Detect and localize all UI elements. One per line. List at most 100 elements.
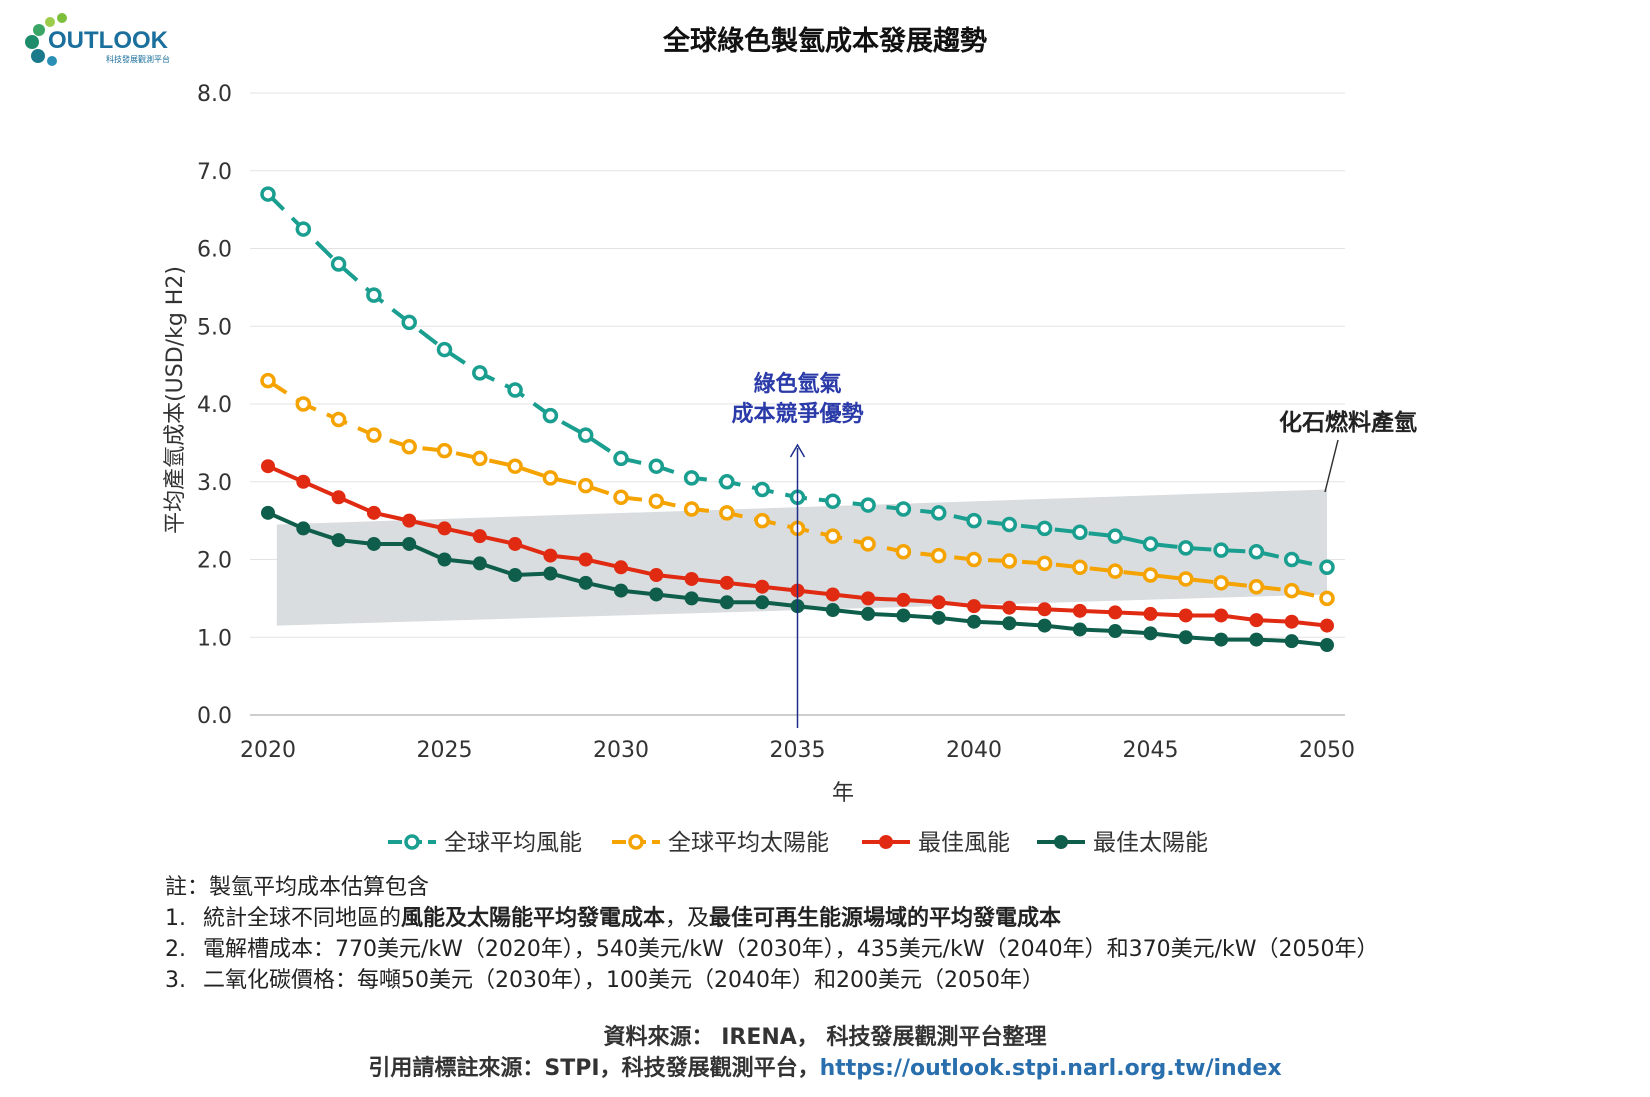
legend-label: 最佳太陽能 bbox=[1093, 830, 1208, 856]
data-point bbox=[1072, 622, 1087, 637]
data-point bbox=[719, 595, 734, 610]
logo-subtext: 科技發展觀測平台 bbox=[106, 54, 170, 64]
data-point bbox=[930, 505, 947, 521]
x-tick-label: 2030 bbox=[593, 738, 649, 763]
data-point bbox=[1108, 605, 1123, 620]
note-bold: 風能及太陽能平均發電成本 bbox=[401, 906, 666, 931]
data-point bbox=[1249, 632, 1264, 647]
notes: 註：製氫平均成本估算包含 1. 統計全球不同地區的風能及太陽能平均發電成本，及最佳… bbox=[165, 872, 1379, 996]
fossil-band-label: 化石燃料產氫 bbox=[1279, 409, 1417, 436]
note-bold: 最佳可再生能源場域的平均發電成本 bbox=[709, 906, 1062, 931]
data-point bbox=[1283, 551, 1300, 568]
data-point bbox=[1284, 634, 1299, 649]
data-point bbox=[613, 489, 629, 506]
fossil-band-pointer bbox=[1324, 439, 1339, 493]
data-point bbox=[1213, 575, 1229, 591]
note-number: 3. bbox=[165, 968, 186, 993]
note-item-2: 2. 電解槽成本：770美元/kW（2020年），540美元/kW（2030年），… bbox=[165, 934, 1379, 965]
data-point bbox=[296, 474, 311, 489]
data-point bbox=[260, 186, 276, 202]
note-text: 電解槽成本：770美元/kW（2020年），540美元/kW（2030年），43… bbox=[203, 937, 1379, 962]
source-link[interactable]: https://outlook.stpi.narl.org.tw/index bbox=[819, 1056, 1282, 1081]
data-point bbox=[1178, 630, 1193, 645]
data-point bbox=[508, 568, 523, 583]
data-point bbox=[437, 552, 452, 567]
data-point bbox=[719, 505, 735, 521]
data-point bbox=[542, 470, 559, 486]
y-tick-label: 2.0 bbox=[197, 549, 232, 574]
legend-label: 最佳風能 bbox=[918, 830, 1010, 856]
y-tick-label: 1.0 bbox=[197, 626, 232, 651]
legend-item: 全球平均太陽能 bbox=[612, 830, 829, 856]
data-point bbox=[330, 256, 347, 272]
data-point bbox=[895, 501, 912, 517]
data-point bbox=[1214, 608, 1229, 623]
y-tick-label: 0.0 bbox=[197, 704, 232, 729]
data-point bbox=[649, 587, 664, 602]
data-point bbox=[966, 551, 982, 568]
legend: 全球平均風能 全球平均太陽能 最佳風能 最佳太陽能 bbox=[388, 830, 1208, 856]
data-point bbox=[295, 221, 312, 237]
y-tick-label: 6.0 bbox=[197, 238, 232, 263]
data-point bbox=[295, 396, 312, 412]
data-point bbox=[1319, 590, 1335, 607]
marker-label: 成本競爭優勢 bbox=[731, 401, 863, 427]
data-point bbox=[1143, 626, 1158, 641]
data-point bbox=[861, 591, 876, 606]
data-point bbox=[1178, 571, 1194, 587]
data-point bbox=[1178, 608, 1193, 623]
legend-swatch-marker bbox=[628, 834, 644, 850]
data-point bbox=[331, 533, 346, 548]
data-point bbox=[684, 591, 699, 606]
y-tick-label: 5.0 bbox=[197, 315, 232, 340]
data-point bbox=[1283, 582, 1300, 599]
legend-item: 全球平均風能 bbox=[388, 830, 582, 856]
note-number: 1. bbox=[165, 906, 186, 931]
data-point bbox=[577, 477, 594, 494]
data-point bbox=[1214, 632, 1229, 647]
data-point bbox=[1142, 536, 1159, 552]
data-point bbox=[614, 560, 628, 575]
data-point bbox=[861, 606, 876, 621]
outlook-logo: OUTLOOK 科技發展觀測平台 bbox=[25, 13, 170, 66]
data-point bbox=[930, 547, 947, 564]
data-point bbox=[896, 608, 911, 623]
y-tick-label: 3.0 bbox=[197, 471, 232, 496]
data-point bbox=[436, 442, 453, 459]
data-point bbox=[578, 552, 593, 567]
x-tick-label: 2040 bbox=[946, 738, 1002, 763]
data-point bbox=[1072, 524, 1088, 541]
data-point bbox=[755, 579, 770, 594]
data-point bbox=[1107, 563, 1123, 579]
x-axis-label: 年 bbox=[832, 781, 854, 806]
data-point bbox=[719, 474, 735, 490]
y-tick-label: 8.0 bbox=[197, 82, 232, 107]
data-point bbox=[648, 493, 665, 509]
source-line: 資料來源： IRENA， 科技發展觀測平台整理 bbox=[603, 1025, 1047, 1050]
data-point bbox=[1108, 624, 1123, 639]
notes-title: 註：製氫平均成本估算包含 bbox=[165, 875, 430, 900]
data-point bbox=[683, 501, 700, 517]
data-point bbox=[754, 481, 770, 498]
legend-label: 全球平均風能 bbox=[444, 830, 582, 856]
data-point bbox=[1142, 567, 1159, 583]
data-point bbox=[507, 382, 523, 398]
data-point bbox=[719, 575, 734, 590]
data-point bbox=[1213, 542, 1229, 558]
legend-swatch-marker bbox=[1054, 835, 1068, 849]
data-point bbox=[296, 521, 311, 536]
note-text: 二氧化碳價格：每噸50美元（2030年），100美元（2040年）和200美元（… bbox=[203, 968, 1044, 993]
fossil-band: 化石燃料產氫 bbox=[276, 409, 1417, 626]
data-point bbox=[860, 536, 876, 552]
data-point bbox=[508, 536, 523, 551]
data-point bbox=[472, 556, 487, 571]
note-text: 統計全球不同地區的 bbox=[203, 906, 402, 931]
data-point bbox=[1319, 559, 1335, 576]
legend-label: 全球平均太陽能 bbox=[668, 830, 829, 856]
citation-line: 引用請標註來源：STPI，科技發展觀測平台，https://outlook.st… bbox=[0, 1053, 1650, 1084]
data-point bbox=[1036, 555, 1053, 572]
data-point bbox=[1037, 618, 1052, 633]
data-point bbox=[1036, 520, 1053, 537]
data-point bbox=[1248, 578, 1265, 595]
